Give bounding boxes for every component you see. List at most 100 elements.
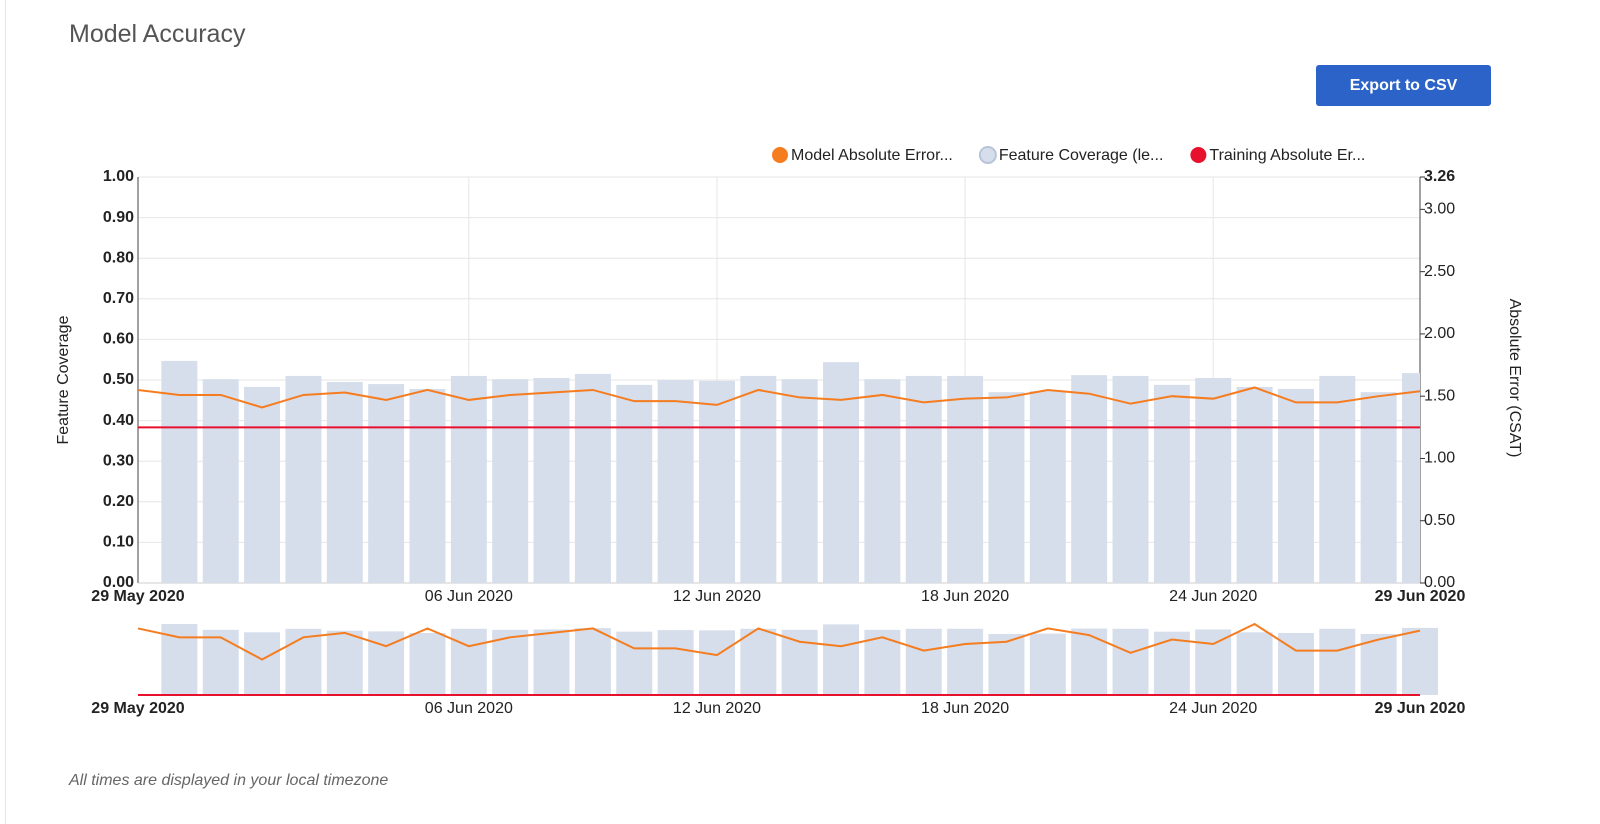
bar <box>326 382 363 583</box>
y-tick-label: 0.40 <box>103 412 134 429</box>
plot <box>138 360 1420 583</box>
y2-tick-label: 0.00 <box>1424 574 1455 591</box>
bar <box>1402 373 1420 583</box>
navigator-bar <box>1319 628 1356 695</box>
bar <box>864 379 901 583</box>
bar <box>1071 375 1108 583</box>
navigator-x-label: 12 Jun 2020 <box>673 700 761 717</box>
y-tick-label: 0.10 <box>103 534 134 551</box>
navigator-bar <box>1402 627 1438 695</box>
legend-marker <box>1190 147 1207 163</box>
x-tick-label: 29 May 2020 <box>91 588 185 605</box>
bar <box>1195 377 1232 583</box>
navigator-bar <box>823 624 860 695</box>
navigator-bar <box>1236 632 1273 695</box>
legend-label: Training Absolute Er... <box>1209 147 1365 164</box>
navigator-bar <box>533 629 570 695</box>
bar <box>161 360 198 583</box>
navigator-x-label: 29 May 2020 <box>91 700 185 717</box>
bar <box>492 379 529 583</box>
bar <box>285 375 322 583</box>
y2-tick-label: 1.50 <box>1424 387 1455 404</box>
bar <box>698 380 735 583</box>
bar <box>1153 384 1190 583</box>
y-tick-label: 0.90 <box>103 209 134 226</box>
y2-tick-label: 2.50 <box>1424 263 1455 280</box>
navigator-bar <box>202 629 239 695</box>
navigator-bar <box>1112 628 1149 695</box>
footnote: All times are displayed in your local ti… <box>69 772 389 789</box>
bar <box>616 384 653 583</box>
navigator-bar <box>326 630 363 695</box>
navigator-x-label: 29 Jun 2020 <box>1375 700 1466 717</box>
y-tick-label: 0.00 <box>103 574 134 591</box>
navigator-bar <box>244 632 281 695</box>
navigator-line <box>137 622 1421 661</box>
navigator-bar <box>1029 633 1066 695</box>
bar <box>244 386 281 583</box>
y-tick-label: 0.80 <box>103 249 134 266</box>
y-tick-label: 0.30 <box>103 452 134 469</box>
bar <box>781 379 818 583</box>
legend-marker <box>772 147 788 163</box>
bar <box>1236 386 1273 583</box>
bar <box>823 362 860 583</box>
navigator-bar <box>161 624 198 695</box>
navigator-bar <box>740 628 777 695</box>
y-tick-label: 0.50 <box>103 371 134 388</box>
bar <box>409 388 446 583</box>
panel-border <box>5 0 1600 824</box>
navigator-bar <box>905 628 942 695</box>
bar <box>1319 375 1356 583</box>
navigator-bar <box>657 630 694 695</box>
navigator-x-label: 06 Jun 2020 <box>425 700 513 717</box>
bar <box>1277 388 1314 583</box>
navigator-bar <box>1153 631 1190 695</box>
x-tick-label: 06 Jun 2020 <box>425 588 513 605</box>
y-axis-label: Feature Coverage <box>55 315 72 444</box>
navigator-bar <box>698 630 735 695</box>
y-tick-label: 0.70 <box>103 290 134 307</box>
bar <box>533 377 570 583</box>
navigator-bar <box>450 628 487 695</box>
navigator <box>137 622 1438 696</box>
navigator-bar <box>285 628 322 695</box>
y2-tick-label: 0.50 <box>1424 512 1455 529</box>
legend-label: Model Absolute Error... <box>791 147 953 164</box>
x-tick-label: 24 Jun 2020 <box>1169 588 1257 605</box>
navigator-bar <box>947 628 984 695</box>
bar <box>905 375 942 583</box>
navigator-bar <box>1071 628 1108 695</box>
navigator-bar <box>781 629 818 695</box>
bar <box>368 384 405 583</box>
navigator-x-label: 18 Jun 2020 <box>921 700 1009 717</box>
export-button[interactable]: Export to CSV <box>1316 65 1491 106</box>
bar <box>574 373 611 583</box>
bar <box>202 379 239 583</box>
navigator-bar <box>409 632 446 695</box>
navigator-bar <box>988 633 1025 695</box>
bar <box>1360 392 1397 583</box>
bar <box>740 375 777 583</box>
y2-tick-label: 3.00 <box>1424 201 1455 218</box>
bar <box>1029 390 1066 583</box>
navigator-x-label: 24 Jun 2020 <box>1169 700 1257 717</box>
bar <box>657 380 694 583</box>
y-tick-label: 0.20 <box>103 493 134 510</box>
x-tick-label: 12 Jun 2020 <box>673 588 761 605</box>
y2-axis-label: Absolute Error (CSAT) <box>1506 299 1523 458</box>
bar <box>988 392 1025 583</box>
x-tick-label: 29 Jun 2020 <box>1375 588 1466 605</box>
legend-marker <box>978 146 997 164</box>
navigator-bar <box>574 628 611 695</box>
y-tick-label: 1.00 <box>103 168 134 185</box>
bar <box>947 375 984 583</box>
x-tick-label: 18 Jun 2020 <box>921 588 1009 605</box>
y2-tick-label: 3.26 <box>1424 168 1455 185</box>
navigator-bar <box>1195 629 1232 695</box>
y2-tick-label: 2.00 <box>1424 325 1455 342</box>
navigator-bar <box>616 631 653 695</box>
y2-tick-label: 1.00 <box>1424 450 1455 467</box>
line <box>138 386 1420 409</box>
